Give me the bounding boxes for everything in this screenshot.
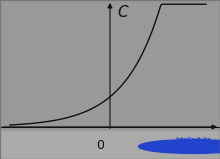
- Text: C: C: [117, 5, 128, 20]
- Text: Educational portal: Educational portal: [166, 146, 211, 151]
- Text: Intellect.lia: Intellect.lia: [176, 137, 211, 142]
- Text: 0: 0: [96, 139, 104, 152]
- Circle shape: [139, 140, 220, 153]
